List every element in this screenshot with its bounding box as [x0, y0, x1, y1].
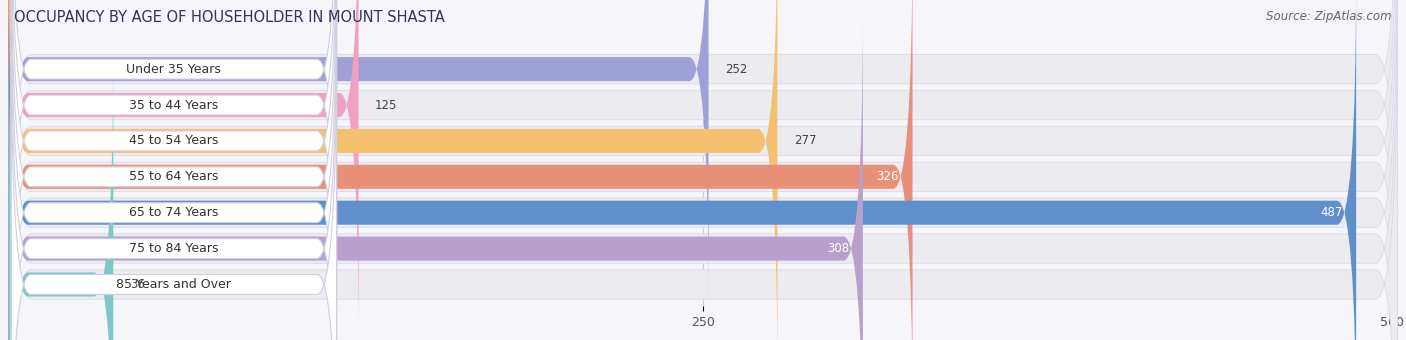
FancyBboxPatch shape: [11, 0, 336, 340]
FancyBboxPatch shape: [8, 45, 114, 340]
Text: Under 35 Years: Under 35 Years: [127, 63, 221, 75]
FancyBboxPatch shape: [8, 12, 1398, 340]
FancyBboxPatch shape: [8, 0, 359, 340]
Text: 252: 252: [725, 63, 748, 75]
FancyBboxPatch shape: [8, 0, 1398, 340]
Text: 45 to 54 Years: 45 to 54 Years: [129, 134, 218, 148]
FancyBboxPatch shape: [11, 0, 336, 340]
Text: Source: ZipAtlas.com: Source: ZipAtlas.com: [1267, 10, 1392, 23]
FancyBboxPatch shape: [8, 0, 1398, 340]
FancyBboxPatch shape: [11, 43, 336, 340]
FancyBboxPatch shape: [8, 10, 863, 340]
Text: 85 Years and Over: 85 Years and Over: [117, 278, 232, 291]
Text: 125: 125: [375, 99, 398, 112]
FancyBboxPatch shape: [8, 0, 1398, 340]
Text: 55 to 64 Years: 55 to 64 Years: [129, 170, 218, 183]
Text: 35 to 44 Years: 35 to 44 Years: [129, 99, 218, 112]
Text: 75 to 84 Years: 75 to 84 Years: [129, 242, 219, 255]
FancyBboxPatch shape: [8, 0, 1398, 340]
Text: 277: 277: [794, 134, 817, 148]
FancyBboxPatch shape: [11, 7, 336, 340]
FancyBboxPatch shape: [11, 0, 336, 340]
FancyBboxPatch shape: [8, 0, 778, 340]
FancyBboxPatch shape: [11, 0, 336, 340]
FancyBboxPatch shape: [11, 0, 336, 310]
Text: 36: 36: [129, 278, 145, 291]
FancyBboxPatch shape: [8, 0, 912, 340]
Text: 65 to 74 Years: 65 to 74 Years: [129, 206, 218, 219]
Text: 487: 487: [1320, 206, 1343, 219]
Text: 308: 308: [827, 242, 849, 255]
FancyBboxPatch shape: [8, 0, 1398, 340]
Text: OCCUPANCY BY AGE OF HOUSEHOLDER IN MOUNT SHASTA: OCCUPANCY BY AGE OF HOUSEHOLDER IN MOUNT…: [14, 10, 444, 25]
FancyBboxPatch shape: [8, 0, 1357, 340]
Text: 326: 326: [876, 170, 898, 183]
FancyBboxPatch shape: [8, 0, 1398, 340]
FancyBboxPatch shape: [8, 0, 709, 308]
